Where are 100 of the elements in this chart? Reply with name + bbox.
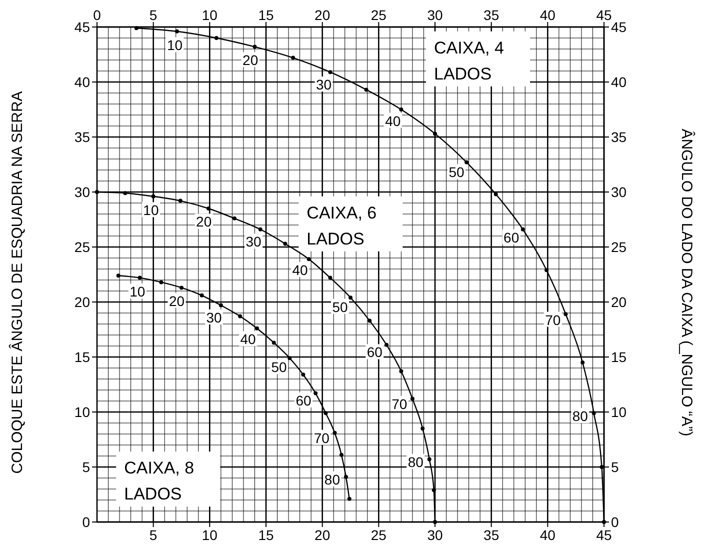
annotation: 10 bbox=[130, 284, 146, 300]
point bbox=[332, 430, 337, 435]
point bbox=[364, 88, 368, 92]
point bbox=[206, 206, 211, 210]
point bbox=[314, 391, 318, 396]
point bbox=[384, 342, 389, 347]
x-tick-label: 10 bbox=[202, 527, 218, 543]
point bbox=[427, 457, 432, 462]
point bbox=[564, 312, 568, 316]
annotation: 80 bbox=[572, 408, 588, 424]
y-tick-label: 35 bbox=[74, 129, 90, 145]
point bbox=[348, 296, 352, 300]
annotation: 70 bbox=[314, 430, 330, 446]
point bbox=[291, 56, 296, 60]
point bbox=[214, 36, 218, 40]
annotation: 60 bbox=[366, 344, 383, 360]
x2-tick-label: 5 bbox=[149, 7, 158, 23]
y-tick-label: 0 bbox=[82, 514, 90, 530]
point bbox=[258, 227, 262, 232]
y-tick-label: 15 bbox=[74, 349, 90, 365]
point bbox=[138, 276, 142, 280]
point bbox=[339, 452, 344, 457]
point bbox=[200, 293, 204, 298]
x-tick-label: 20 bbox=[314, 527, 330, 543]
point bbox=[252, 44, 257, 49]
x-tick-label: 5 bbox=[149, 527, 158, 543]
point bbox=[544, 268, 549, 272]
y-tick-label: 45 bbox=[74, 19, 90, 35]
x2-tick-label: 15 bbox=[258, 7, 274, 23]
point bbox=[344, 474, 348, 479]
point bbox=[494, 192, 498, 196]
point bbox=[433, 132, 437, 136]
y2-tick-label: 10 bbox=[611, 404, 627, 420]
point bbox=[464, 160, 469, 164]
annotation: 80 bbox=[324, 471, 340, 488]
point bbox=[410, 396, 414, 401]
y-tick-label: 10 bbox=[74, 404, 90, 420]
point bbox=[288, 356, 292, 360]
x2-tick-label: 40 bbox=[540, 7, 556, 23]
point bbox=[272, 340, 276, 345]
y-tick-label: 20 bbox=[74, 294, 90, 310]
y2-tick-label: 15 bbox=[611, 349, 627, 365]
point bbox=[306, 257, 311, 262]
point bbox=[218, 303, 223, 308]
x2-tick-label: 45 bbox=[596, 7, 612, 23]
annotation: 30 bbox=[206, 309, 222, 326]
y2-tick-label: 35 bbox=[611, 129, 627, 145]
point bbox=[347, 496, 352, 501]
annotation: 50 bbox=[448, 164, 465, 180]
annotation: CAIXA, 8 LADOS bbox=[124, 458, 194, 504]
x2-tick-label: 0 bbox=[93, 7, 102, 23]
y2-tick-label: 45 bbox=[611, 19, 627, 35]
y2-tick-label: 25 bbox=[611, 239, 627, 255]
y-tick-label: 40 bbox=[74, 74, 90, 90]
point bbox=[432, 488, 436, 492]
y2-tick-label: 30 bbox=[611, 184, 627, 200]
y-tick-label: 25 bbox=[74, 239, 90, 255]
annotation: 60 bbox=[296, 392, 312, 408]
x-tick-label: 30 bbox=[427, 527, 443, 543]
point bbox=[520, 227, 525, 232]
x-tick-label: 35 bbox=[484, 527, 500, 543]
point bbox=[178, 198, 182, 203]
annotation: 20 bbox=[242, 52, 258, 68]
annotation: 30 bbox=[316, 76, 332, 93]
point bbox=[399, 108, 404, 112]
x-tick-label: 40 bbox=[540, 527, 556, 543]
point bbox=[368, 318, 372, 323]
annotation: 10 bbox=[143, 202, 159, 218]
y2-tick-label: 5 bbox=[611, 459, 619, 475]
y-axis-title: COLOQUE ESTE ÂNGULO DE ESQUADRIA NA SERRA bbox=[8, 91, 26, 474]
x2-tick-label: 35 bbox=[484, 7, 500, 23]
annotation: 40 bbox=[292, 262, 308, 278]
point bbox=[174, 29, 179, 34]
x-tick-label: 25 bbox=[370, 527, 387, 543]
x2-tick-label: 25 bbox=[370, 7, 387, 23]
annotation: 40 bbox=[385, 112, 401, 129]
point bbox=[159, 280, 164, 284]
annotation: CAIXA, 6 LADOS bbox=[306, 203, 377, 248]
point bbox=[116, 274, 120, 278]
x2-tick-label: 30 bbox=[427, 7, 443, 23]
point bbox=[592, 411, 596, 416]
point bbox=[420, 426, 425, 430]
point bbox=[283, 242, 288, 246]
annotation: 20 bbox=[168, 292, 185, 309]
point bbox=[328, 70, 332, 74]
annotation: 70 bbox=[392, 396, 408, 412]
point bbox=[324, 411, 328, 416]
annotation: 50 bbox=[332, 298, 348, 315]
annotation: CAIXA, 4 LADOS bbox=[434, 38, 504, 84]
annotation: 60 bbox=[504, 229, 520, 246]
point bbox=[151, 194, 156, 198]
point bbox=[232, 216, 236, 220]
point bbox=[238, 314, 242, 318]
x2-tick-label: 20 bbox=[314, 7, 330, 23]
y-tick-label: 30 bbox=[74, 184, 90, 200]
y2-tick-label: 20 bbox=[611, 294, 627, 310]
annotation: 20 bbox=[196, 214, 212, 230]
annotation: 50 bbox=[271, 359, 287, 376]
point bbox=[301, 372, 306, 377]
annotation: 30 bbox=[246, 234, 262, 250]
